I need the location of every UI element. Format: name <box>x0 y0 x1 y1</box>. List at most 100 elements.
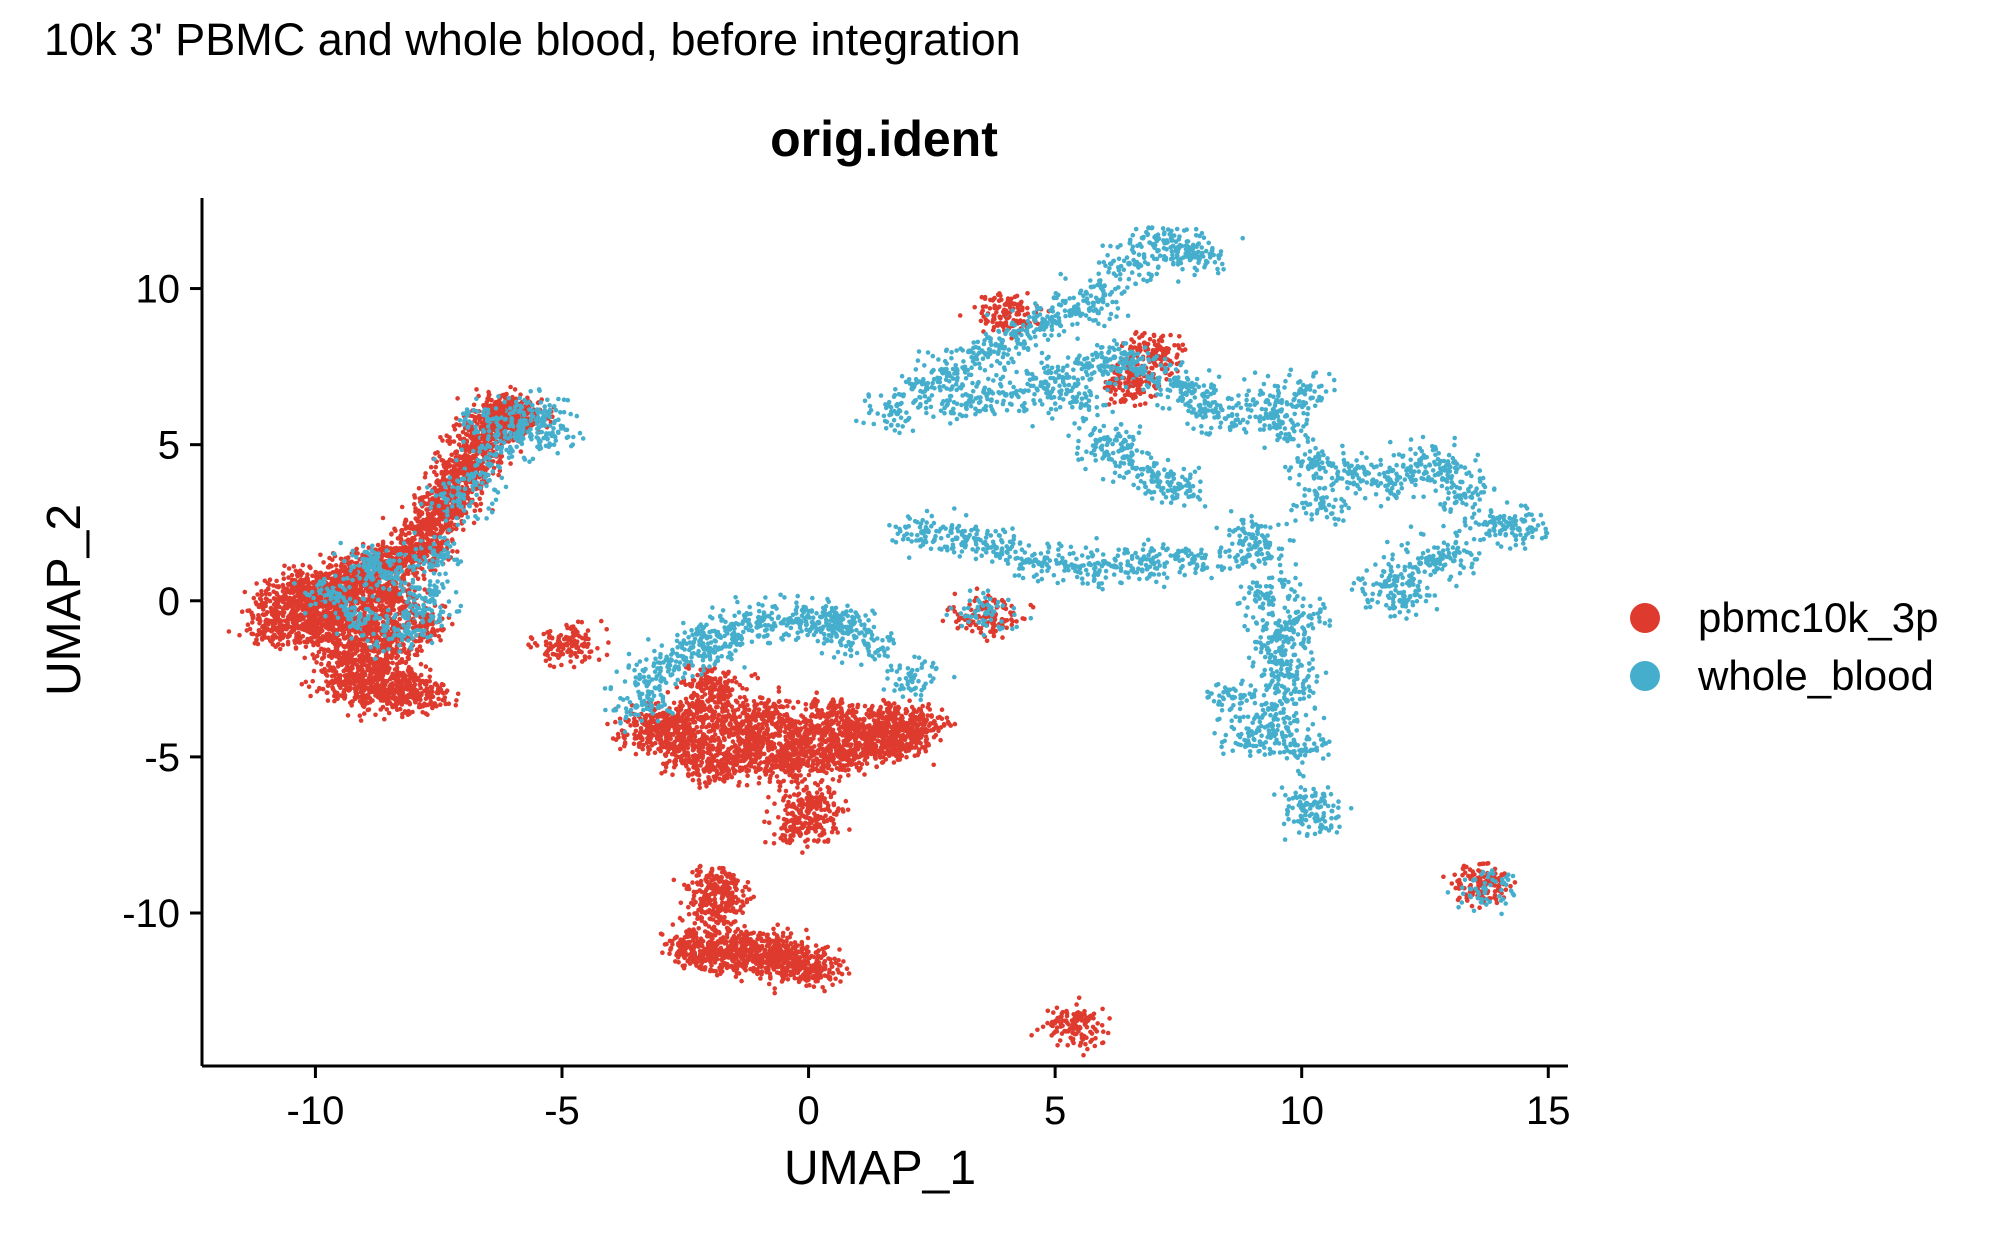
data-point-whole-blood-29 <box>923 385 930 392</box>
y-tick-label: 0 <box>158 580 180 624</box>
data-point-pbmc10k-3p-65 <box>1476 881 1483 888</box>
data-point-whole-blood-22 <box>845 625 851 632</box>
data-point-pbmc10k-3p-39 <box>766 710 773 717</box>
data-point-pbmc10k-3p-23 <box>460 469 467 476</box>
data-point-whole-blood-40 <box>963 401 970 408</box>
data-point-whole-blood-80 <box>1254 550 1261 557</box>
data-point-whole-blood-33 <box>1042 319 1049 326</box>
data-point-whole-blood-3 <box>396 632 403 639</box>
data-point-whole-blood-16 <box>667 657 674 664</box>
data-point-whole-blood-87 <box>1244 738 1251 745</box>
data-point-whole-blood-71 <box>1461 491 1468 498</box>
data-point-pbmc10k-3p-30 <box>371 688 378 695</box>
data-point-pbmc10k-3p-20 <box>430 522 437 529</box>
data-point-pbmc10k-3p-51 <box>805 800 812 807</box>
data-point-whole-blood-92 <box>1481 885 1488 891</box>
data-point-whole-blood-81 <box>1264 591 1271 598</box>
data-point-whole-blood-26 <box>633 703 639 710</box>
data-point-whole-blood-41 <box>1002 391 1009 398</box>
data-point-pbmc10k-3p-18 <box>416 691 422 698</box>
data-point-pbmc10k-3p-38 <box>751 744 758 751</box>
data-point-pbmc10k-3p-46 <box>869 741 876 748</box>
data-point-pbmc10k-3p-24 <box>470 454 477 461</box>
data-points <box>273 241 1522 1029</box>
data-point-whole-blood-15 <box>642 679 649 685</box>
x-tick-label: 10 <box>1279 1089 1324 1133</box>
x-tick-label: -10 <box>287 1089 345 1133</box>
data-point-whole-blood-5 <box>430 550 437 557</box>
data-point-whole-blood-44 <box>1111 354 1118 361</box>
data-point-pbmc10k-3p-10 <box>366 588 373 595</box>
data-point-whole-blood-50 <box>1121 454 1128 461</box>
data-point-whole-blood-64 <box>1298 388 1305 395</box>
data-point-whole-blood-35 <box>1101 291 1108 298</box>
data-point-pbmc10k-3p-33 <box>677 735 684 742</box>
data-point-whole-blood-46 <box>1175 379 1182 386</box>
data-point-pbmc10k-3p-27 <box>499 407 506 414</box>
data-point-pbmc10k-3p-52 <box>800 822 807 829</box>
data-point-whole-blood-37 <box>1150 241 1157 248</box>
data-point-whole-blood-79 <box>1249 532 1256 539</box>
data-point-whole-blood-48 <box>1214 413 1221 420</box>
data-point-pbmc10k-3p-29 <box>342 679 348 685</box>
data-point-pbmc10k-3p-59 <box>790 960 797 966</box>
data-point-pbmc10k-3p-40 <box>780 760 787 767</box>
data-point-whole-blood-93 <box>1293 616 1300 623</box>
data-point-whole-blood-19 <box>756 619 763 626</box>
data-point-whole-blood-88 <box>1229 694 1236 701</box>
data-point-whole-blood-56 <box>993 544 999 551</box>
data-point-whole-blood-18 <box>726 625 733 632</box>
data-point-whole-blood-27 <box>909 675 916 682</box>
figure-title: 10k 3' PBMC and whole blood, before inte… <box>44 14 1021 65</box>
data-point-whole-blood-25 <box>830 616 837 623</box>
data-point-whole-blood-62 <box>983 610 990 617</box>
data-point-pbmc10k-3p-62 <box>716 906 723 913</box>
data-point-pbmc10k-3p-22 <box>450 488 457 495</box>
data-point-pbmc10k-3p-34 <box>692 753 699 760</box>
data-point-whole-blood-36 <box>1126 260 1133 267</box>
data-point-whole-blood-83 <box>1279 650 1285 657</box>
data-point-whole-blood-6 <box>366 560 373 567</box>
data-point-pbmc10k-3p-66 <box>563 641 570 648</box>
data-point-pbmc10k-3p-35 <box>706 707 713 714</box>
data-point-whole-blood-63 <box>1264 397 1271 404</box>
data-point-pbmc10k-3p-53 <box>642 728 649 735</box>
data-point-pbmc10k-3p-50 <box>711 682 718 689</box>
data-point-whole-blood-78 <box>1318 504 1325 511</box>
data-point-whole-blood-21 <box>815 619 822 626</box>
data-point-whole-blood-91 <box>1313 813 1320 820</box>
x-axis-label: UMAP_1 <box>784 1142 976 1195</box>
x-tick-label: 15 <box>1526 1089 1571 1133</box>
x-tick-label: 0 <box>797 1089 819 1133</box>
data-point-pbmc10k-3p-32 <box>662 716 669 723</box>
data-point-pbmc10k-3p-1 <box>297 585 304 592</box>
data-point-pbmc10k-3p-8 <box>351 569 358 576</box>
data-point-whole-blood-31 <box>983 351 990 358</box>
data-point-pbmc10k-3p-61 <box>711 881 718 888</box>
data-point-pbmc10k-3p-60 <box>810 963 817 970</box>
data-point-whole-blood-34 <box>1071 304 1078 311</box>
data-point-pbmc10k-3p-43 <box>825 713 832 720</box>
data-point-whole-blood-90 <box>1303 800 1310 807</box>
legend-label: whole_blood <box>1698 652 1934 699</box>
data-point-pbmc10k-3p-11 <box>376 669 383 676</box>
y-tick-label: 10 <box>136 268 181 312</box>
data-point-whole-blood-49 <box>1101 435 1108 442</box>
data-point-whole-blood-82 <box>1274 629 1280 635</box>
data-point-pbmc10k-3p-56 <box>731 944 738 951</box>
data-point-whole-blood-4 <box>416 585 422 592</box>
data-point-whole-blood-59 <box>1111 563 1118 570</box>
data-point-whole-blood-42 <box>1042 379 1049 386</box>
legend-swatch-whole-blood <box>1630 661 1660 691</box>
y-tick-label: 5 <box>158 424 180 468</box>
legend-swatch-pbmc10k-3p <box>1630 603 1660 633</box>
data-point-whole-blood-73 <box>1515 526 1522 532</box>
data-point-pbmc10k-3p-6 <box>337 610 344 617</box>
y-tick-label: -10 <box>122 892 180 936</box>
y-axis-label: UMAP_2 <box>38 504 91 696</box>
data-point-whole-blood-70 <box>1441 466 1448 473</box>
data-point-pbmc10k-3p-28 <box>514 413 521 420</box>
data-point-whole-blood-45 <box>1140 366 1147 373</box>
data-point-whole-blood-58 <box>1071 563 1078 570</box>
axes: -10 -5 0 5 10 15 -10 -5 0 5 10 <box>122 198 1571 1133</box>
